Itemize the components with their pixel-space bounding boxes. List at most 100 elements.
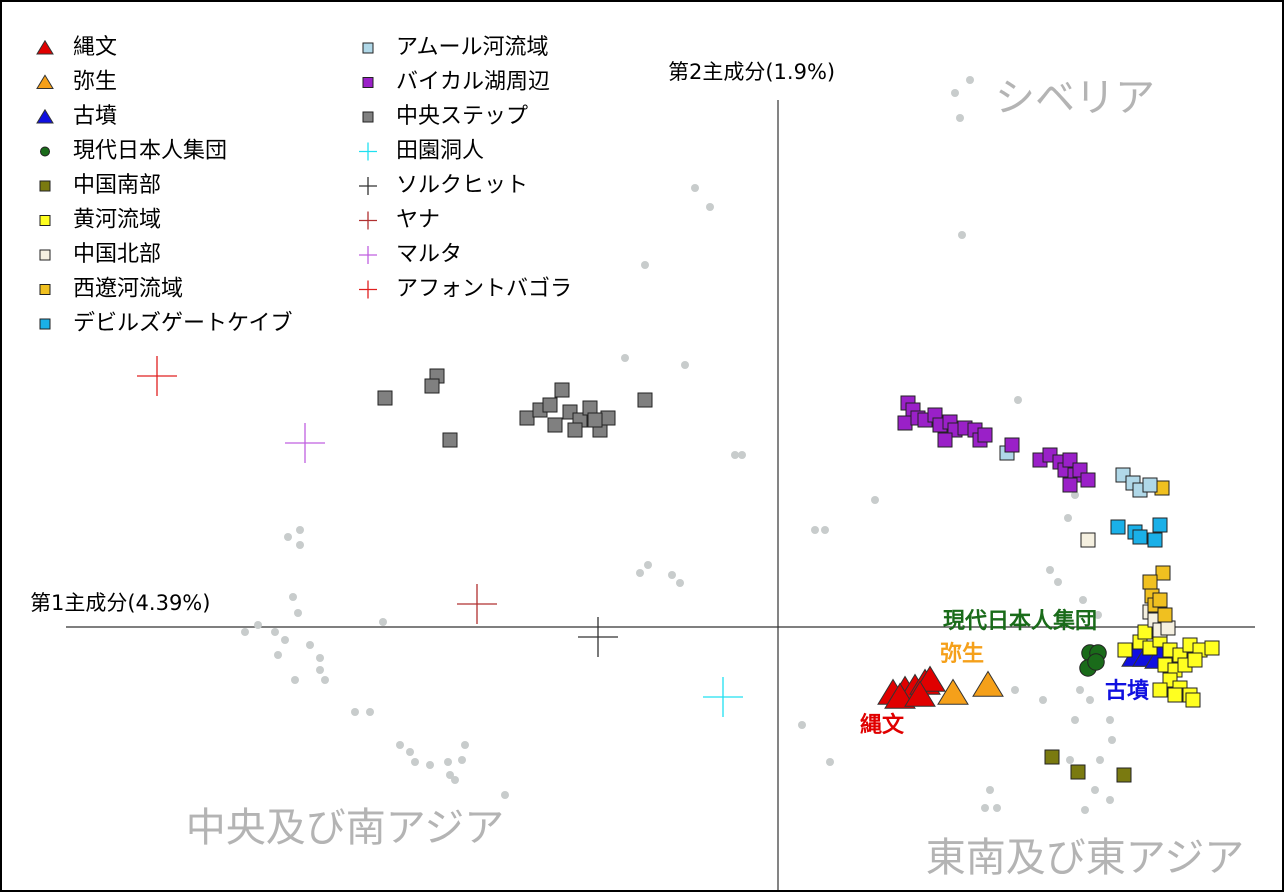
dot-marker xyxy=(1066,756,1074,764)
square-marker xyxy=(1132,529,1148,545)
dot-marker xyxy=(668,571,676,579)
annotation: 中央及び南アジア xyxy=(186,805,504,851)
square-marker xyxy=(567,422,583,438)
dot-marker xyxy=(274,651,282,659)
dot-marker xyxy=(296,526,304,534)
dot-marker xyxy=(501,791,509,799)
triangle-marker xyxy=(904,680,936,707)
annotation: 現代日本人集団 xyxy=(943,608,1097,634)
legend-label: アムール河流域 xyxy=(396,35,548,60)
square-marker xyxy=(1204,640,1220,656)
plus-marker xyxy=(359,280,377,299)
dot-marker xyxy=(289,593,297,601)
plus-marker xyxy=(359,211,377,230)
square-marker xyxy=(1110,519,1126,535)
dot-marker xyxy=(366,708,374,716)
dot-marker xyxy=(426,761,434,769)
dot-marker xyxy=(1014,396,1022,404)
legend-item: 黄河流域 xyxy=(39,208,161,233)
dot-marker xyxy=(271,628,279,636)
dot-marker xyxy=(284,533,292,541)
dot-marker xyxy=(738,451,746,459)
dot-marker xyxy=(396,741,404,749)
dot-marker xyxy=(1064,514,1072,522)
legend-label: 中央ステップ xyxy=(396,104,528,129)
annotation: 東南及び東アジア xyxy=(926,835,1244,881)
square-marker xyxy=(600,410,616,426)
dot-marker xyxy=(1094,611,1102,619)
plus-marker xyxy=(578,617,618,657)
square-marker xyxy=(1070,764,1086,780)
dot-marker xyxy=(731,451,739,459)
square-marker xyxy=(1157,607,1173,623)
dot-marker xyxy=(1086,696,1094,704)
square-marker xyxy=(1155,565,1171,581)
dot-marker xyxy=(981,804,989,812)
square-marker xyxy=(1152,517,1168,533)
dot-marker xyxy=(241,628,249,636)
dot-marker xyxy=(411,758,419,766)
dot-marker xyxy=(1011,686,1019,694)
legend-item: ヤナ xyxy=(359,208,440,233)
square-marker xyxy=(587,412,603,428)
legend-item: バイカル湖周辺 xyxy=(362,70,550,95)
square-marker xyxy=(637,392,653,408)
legend-item: 西遼河流域 xyxy=(39,277,183,302)
plus-marker xyxy=(285,423,325,463)
square-marker xyxy=(1137,624,1153,640)
dot-marker xyxy=(1079,596,1087,604)
legend-item: アフォントバゴラ xyxy=(359,277,572,302)
dot-marker xyxy=(306,641,314,649)
legend-label: デビルズゲートケイブ xyxy=(73,311,293,336)
square-marker xyxy=(1117,642,1133,658)
dot-marker xyxy=(1106,796,1114,804)
dot-marker xyxy=(1046,566,1054,574)
dot-marker xyxy=(291,676,299,684)
legend-label: 中国北部 xyxy=(73,242,161,267)
dot-marker xyxy=(294,609,302,617)
dot-marker xyxy=(956,114,964,122)
square-marker xyxy=(362,111,374,123)
legend-item: ソルクヒット xyxy=(359,173,528,198)
y-axis-label: 第2主成分(1.9%) xyxy=(668,60,835,84)
square-marker xyxy=(362,42,374,54)
dot-marker xyxy=(1071,491,1079,499)
triangle-marker xyxy=(36,74,54,89)
dot-marker xyxy=(706,203,714,211)
dot-marker xyxy=(691,184,699,192)
square-marker xyxy=(1004,437,1020,453)
square-marker xyxy=(1160,620,1176,636)
dot-marker xyxy=(1096,756,1104,764)
legend-label: 黄河流域 xyxy=(73,208,161,233)
dot-marker xyxy=(444,758,452,766)
square-marker xyxy=(547,417,563,433)
dot-marker xyxy=(1039,696,1047,704)
dot-marker xyxy=(316,654,324,662)
circle-marker xyxy=(40,146,50,157)
legend-label: 現代日本人集団 xyxy=(73,139,227,164)
dot-marker xyxy=(644,561,652,569)
x-axis-label: 第1主成分(4.39%) xyxy=(30,591,210,615)
square-marker xyxy=(554,382,570,398)
dot-marker xyxy=(993,804,1001,812)
dot-marker xyxy=(406,748,414,756)
legend-item: 縄文 xyxy=(36,35,117,60)
triangle-marker xyxy=(36,108,54,124)
dot-marker xyxy=(254,621,262,629)
dot-marker xyxy=(316,666,324,674)
legend-item: アムール河流域 xyxy=(362,35,548,60)
legend-label: 中国南部 xyxy=(73,173,161,198)
dot-marker xyxy=(281,636,289,644)
dot-marker xyxy=(1071,716,1079,724)
square-marker xyxy=(442,432,458,448)
square-marker xyxy=(1152,682,1168,698)
annotation: シベリア xyxy=(995,75,1155,121)
legend-item: 現代日本人集団 xyxy=(40,139,227,164)
square-marker xyxy=(1167,687,1183,703)
dot-marker xyxy=(1076,686,1084,694)
triangle-marker xyxy=(937,678,969,705)
dot-marker xyxy=(461,741,469,749)
legend-label: 西遼河流域 xyxy=(73,277,183,302)
dot-marker xyxy=(821,526,829,534)
